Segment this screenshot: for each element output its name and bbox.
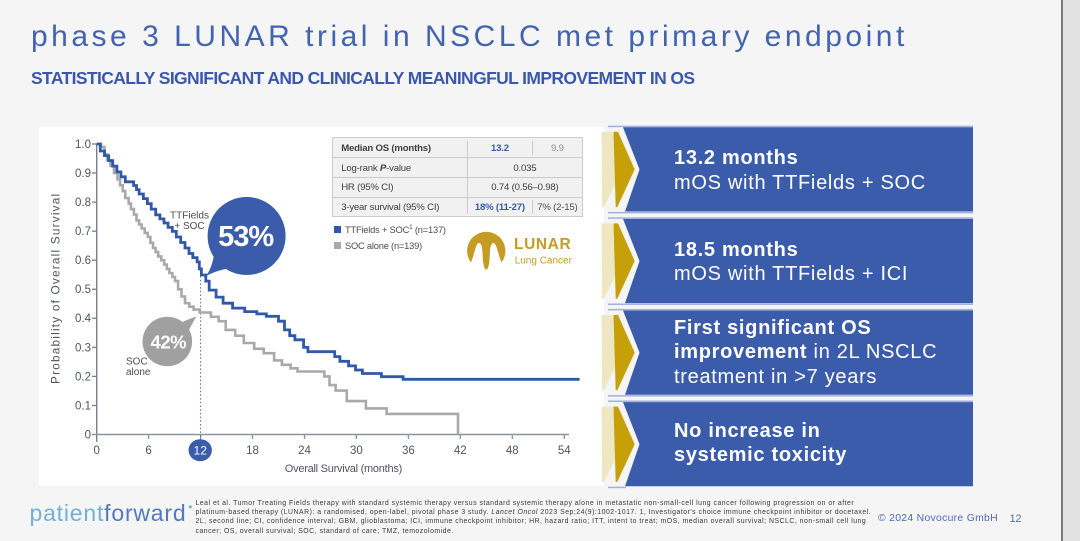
svg-text:0: 0 [85,429,91,441]
svg-text:36: 36 [402,445,415,457]
svg-text:0.7: 0.7 [75,226,91,238]
svg-text:0: 0 [93,445,99,457]
svg-text:54: 54 [558,445,571,457]
svg-text:+ SOC: + SOC [174,221,204,232]
svg-text:12: 12 [194,444,208,458]
svg-text:0.1: 0.1 [75,400,91,412]
svg-text:6: 6 [145,445,151,457]
svg-text:Probability of Overall Surviva: Probability of Overall Survival [49,193,63,384]
svg-text:42: 42 [454,445,467,457]
svg-text:SOC: SOC [126,357,148,368]
svg-text:24: 24 [298,445,311,457]
svg-text:0.2: 0.2 [75,371,91,383]
svg-text:0.5: 0.5 [75,284,91,296]
svg-text:1.0: 1.0 [75,139,91,151]
svg-text:0.3: 0.3 [75,342,91,354]
svg-text:TTFields: TTFields [170,211,209,222]
svg-text:0.9: 0.9 [75,168,91,180]
svg-text:30: 30 [350,445,363,457]
svg-text:18: 18 [246,445,259,457]
svg-text:53%: 53% [218,221,274,253]
svg-text:Overall Survival (months): Overall Survival (months) [285,463,402,475]
svg-text:48: 48 [506,445,519,457]
svg-text:LUNAR: LUNAR [514,236,571,253]
svg-text:0.6: 0.6 [75,255,91,267]
svg-text:42%: 42% [151,331,187,352]
svg-text:0.8: 0.8 [75,197,91,209]
svg-text:0.4: 0.4 [75,313,92,325]
svg-text:Lung Cancer: Lung Cancer [515,256,573,267]
svg-text:alone: alone [126,367,151,378]
